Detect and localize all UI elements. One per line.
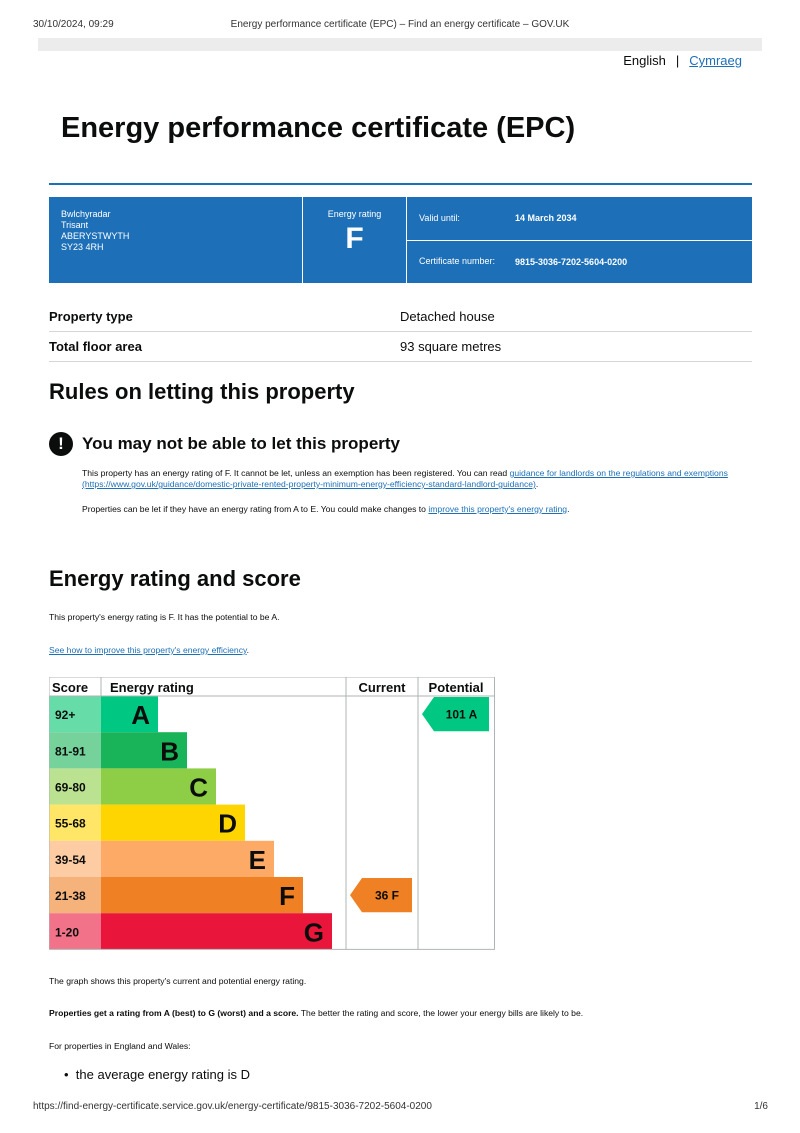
certificate-number-value: 9815-3036-7202-5604-0200 (515, 256, 628, 267)
valid-until-value: 14 March 2034 (515, 213, 577, 224)
rating-letter-F: F (279, 881, 295, 911)
certificate-meta: Valid until: 14 March 2034 Certificate n… (407, 197, 752, 283)
score-cell-A (49, 696, 101, 733)
address-line-1: Bwlchyradar (61, 209, 111, 219)
rating-bar-G (101, 913, 332, 950)
average-rating-text: the average energy rating is D (75, 1067, 250, 1082)
bullet-icon: • (64, 1067, 69, 1082)
floor-area-value: 93 square metres (400, 338, 502, 354)
letting-paragraph-1: This property has an energy rating of F.… (82, 468, 752, 490)
potential-rating-arrow (422, 697, 489, 732)
certificate-number-row: Certificate number: 9815-3036-7202-5604-… (407, 239, 752, 284)
energy-rating-chart: Score Energy rating Current Potential 92+ A 81… (49, 677, 495, 950)
language-switcher: English | Cymraeg (623, 53, 742, 68)
property-type-value: Detached house (400, 308, 495, 324)
letting-text-1-end: . (535, 479, 539, 489)
rating-bar-D (101, 804, 245, 841)
print-page-title: Energy performance certificate (EPC) – F… (230, 19, 570, 30)
potential-rating-label: 101 A (446, 708, 478, 722)
rating-bar-F (101, 877, 303, 914)
rating-bar-C (101, 768, 216, 805)
energy-heading: Energy rating and score (49, 566, 301, 591)
rating-letter-D: D (218, 809, 237, 839)
improve-efficiency-end: . (246, 645, 250, 655)
score-cell-B (49, 732, 101, 769)
rating-letter-A: A (131, 700, 150, 730)
score-cell-G (49, 913, 101, 950)
current-rating-arrow (350, 878, 412, 913)
score-label-E: 39-54 (55, 853, 86, 867)
improve-rating-link[interactable]: improve this property's energy rating (428, 504, 568, 514)
improve-efficiency-line: See how to improve this property's energ… (49, 645, 249, 656)
certificate-number-label: Certificate number: (419, 256, 496, 267)
ratings-explanation-bold: Properties get a rating from A (best) to… (49, 1008, 299, 1018)
rating-letter-E: E (249, 845, 266, 875)
property-type-label: Property type (49, 308, 133, 324)
score-cell-F (49, 877, 101, 914)
language-english: English (623, 53, 666, 68)
energy-summary: This property's energy rating is F. It h… (49, 612, 280, 622)
rating-bar-B (101, 732, 187, 769)
rules-heading: Rules on letting this property (49, 379, 355, 404)
warning-title: You may not be able to let this property (82, 434, 401, 453)
letting-text-2: Properties can be let if they have an en… (82, 504, 429, 514)
improve-efficiency-link[interactable]: See how to improve this property's energ… (49, 645, 247, 655)
address-line-2: Trisant (61, 220, 89, 230)
page-title: Energy performance certificate (EPC) (61, 112, 576, 144)
score-label-A: 92+ (55, 708, 75, 722)
language-separator: | (675, 53, 680, 68)
score-cell-E (49, 840, 101, 877)
ratings-explanation-rest: The better the rating and score, the low… (298, 1008, 584, 1018)
language-welsh-link[interactable]: Cymraeg (689, 53, 742, 68)
ratings-explanation: Properties get a rating from A (best) to… (49, 1008, 583, 1019)
address-postcode: SY23 4RH (61, 242, 104, 252)
energy-rating-label: Energy rating (327, 209, 382, 219)
energy-rating-box: Energy rating F (303, 197, 407, 283)
property-address: Bwlchyradar Trisant ABERYSTWYTH SY23 4RH (49, 197, 303, 283)
print-datetime: 30/10/2024, 09:29 (33, 19, 114, 30)
letting-paragraph-2: Properties can be let if they have an en… (82, 504, 752, 515)
rating-letter-G: G (304, 917, 324, 947)
chart-header-1: Energy rating (110, 680, 194, 695)
chart-header-3: Potential (429, 680, 484, 695)
top-grey-bar (38, 38, 762, 51)
chart-header-0: Score (52, 680, 88, 695)
graph-note: The graph shows this property's current … (49, 976, 307, 986)
score-label-F: 21-38 (55, 889, 86, 903)
region-note: For properties in England and Wales: (49, 1041, 191, 1051)
score-cell-C (49, 768, 101, 805)
rating-bar-E (101, 840, 274, 877)
print-page-number: 1/6 (754, 1101, 768, 1112)
landlord-guidance-link[interactable]: guidance for landlords on the regulation… (82, 468, 728, 489)
current-rating-label: 36 F (375, 889, 399, 903)
score-label-G: 1-20 (55, 925, 79, 939)
rating-letter-C: C (189, 773, 208, 803)
score-label-C: 69-80 (55, 781, 86, 795)
rating-bar-A (101, 696, 158, 733)
epc-summary-banner: Bwlchyradar Trisant ABERYSTWYTH SY23 4RH… (49, 197, 752, 283)
letting-text-1: This property has an energy rating of F.… (82, 468, 510, 478)
energy-rating-letter: F (345, 222, 364, 255)
score-label-B: 81-91 (55, 744, 86, 758)
floor-area-row: Total floor area 93 square metres (49, 331, 752, 362)
chart-header-2: Current (359, 680, 407, 695)
valid-until-label: Valid until: (419, 212, 460, 223)
floor-area-label: Total floor area (49, 338, 142, 354)
address-line-3: ABERYSTWYTH (61, 231, 130, 241)
score-label-D: 55-68 (55, 817, 86, 831)
title-divider (49, 183, 752, 185)
average-rating-item: • the average energy rating is D (64, 1067, 250, 1082)
score-cell-D (49, 804, 101, 841)
warning-icon: ! (49, 432, 73, 456)
valid-until-row: Valid until: 14 March 2034 (407, 197, 752, 240)
letting-text-2-end: . (567, 504, 570, 514)
rating-letter-B: B (160, 736, 179, 766)
print-url: https://find-energy-certificate.service.… (33, 1101, 432, 1112)
property-type-row: Property type Detached house (49, 301, 752, 332)
